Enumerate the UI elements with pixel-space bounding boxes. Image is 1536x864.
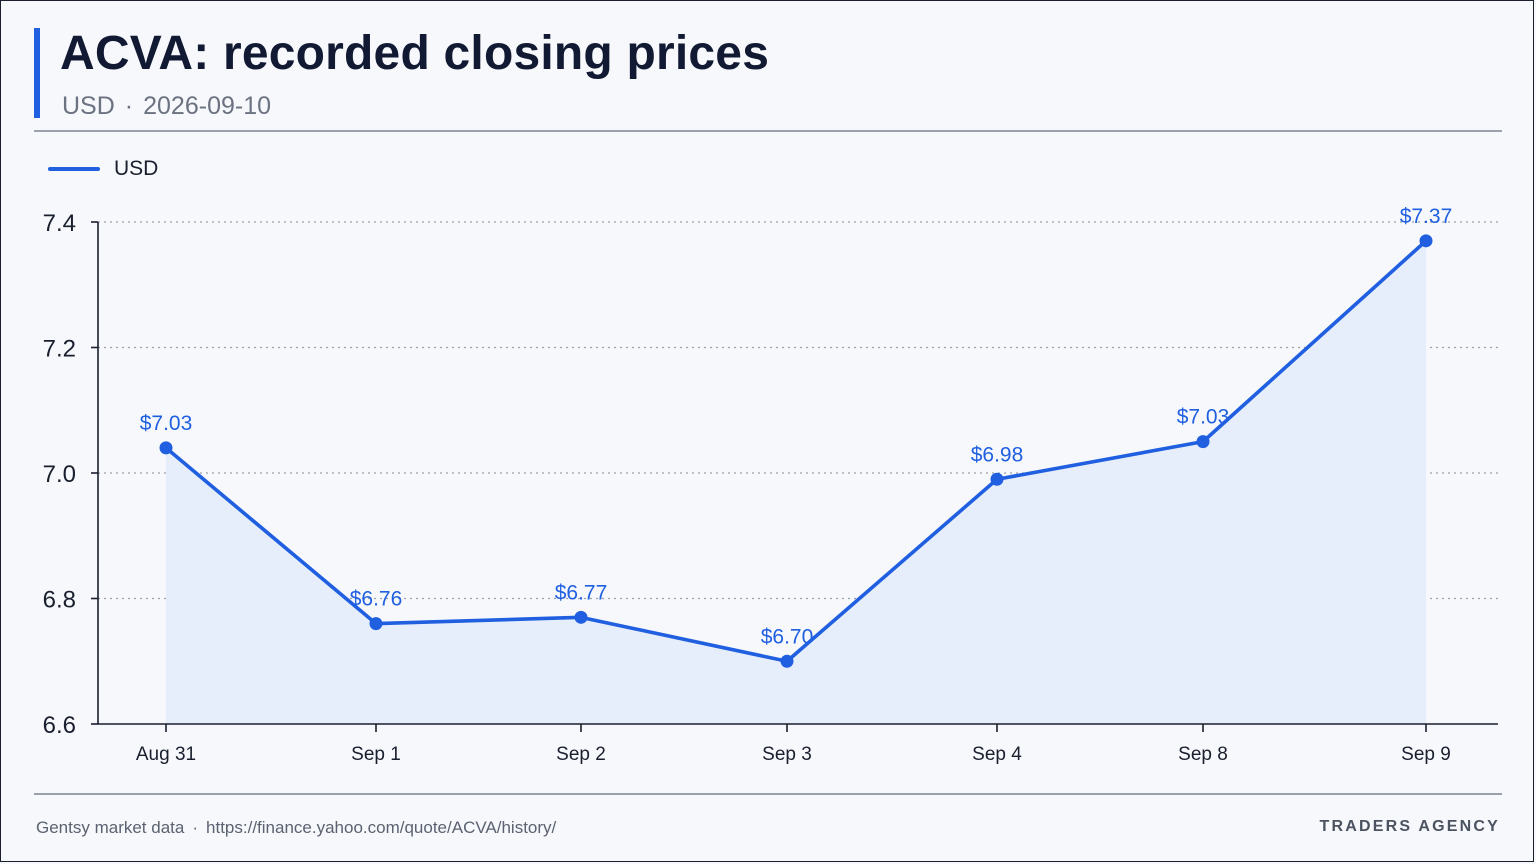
header-divider [34, 130, 1502, 132]
data-label: $6.77 [555, 581, 608, 604]
x-tick-label: Sep 1 [351, 744, 401, 765]
legend-swatch [48, 167, 100, 171]
y-tick-label: 6.6 [43, 712, 76, 739]
area-fill [166, 240, 1426, 724]
data-label: $6.76 [350, 588, 403, 611]
y-tick-label: 7.2 [43, 336, 76, 363]
source-name: Gentsy market data [36, 818, 185, 837]
chart-subtitle: USD · 2026-09-10 [62, 92, 271, 121]
subtitle-currency: USD [62, 92, 115, 120]
data-label: $7.03 [1177, 406, 1230, 429]
source-separator: · [192, 818, 199, 837]
data-label: $6.98 [971, 443, 1024, 466]
data-point [574, 610, 588, 624]
data-point [780, 654, 794, 668]
data-label: $6.70 [761, 625, 814, 648]
chart-title: ACVA: recorded closing prices [60, 27, 770, 80]
subtitle-separator: · [124, 92, 134, 120]
subtitle-date: 2026-09-10 [143, 92, 272, 120]
x-tick-label: Aug 31 [136, 744, 196, 765]
source-note: Gentsy market data · https://finance.yahoo… [36, 818, 556, 838]
source-url: https://finance.yahoo.com/quote/ACVA/his… [206, 818, 557, 837]
data-point [369, 617, 383, 631]
footer-divider [34, 793, 1502, 795]
legend-label: USD [114, 157, 159, 180]
x-tick-label: Sep 4 [972, 744, 1022, 765]
x-tick-label: Sep 2 [556, 744, 606, 765]
brand-name: TRADERS AGENCY [1319, 818, 1500, 835]
legend: USD [48, 155, 158, 183]
x-tick-label: Sep 8 [1178, 744, 1228, 765]
data-point [1196, 435, 1210, 449]
data-label: $7.03 [140, 412, 193, 435]
y-tick-label: 7.4 [43, 210, 76, 237]
data-point [159, 441, 173, 455]
data-label: $7.37 [1400, 205, 1453, 228]
y-tick-label: 7.0 [43, 461, 76, 488]
y-tick-label: 6.8 [43, 587, 76, 614]
title-accent-bar [34, 28, 40, 118]
data-point [990, 472, 1004, 486]
x-tick-label: Sep 9 [1401, 744, 1451, 765]
x-tick-label: Sep 3 [762, 744, 812, 765]
data-point [1419, 234, 1433, 248]
